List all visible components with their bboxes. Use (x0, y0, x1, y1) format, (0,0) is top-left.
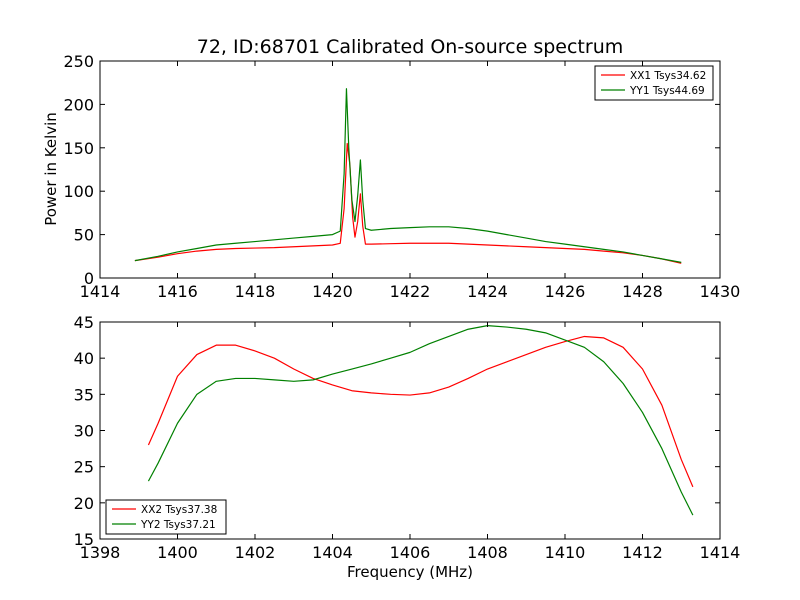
bottom-series-line-2 (147, 325, 694, 516)
bottom-legend-label-2: YY2 Tsys37.21 (140, 519, 216, 531)
bottom-x-tick-label: 1404 (312, 543, 353, 562)
bottom-panel: Frequency (MHz) 1398 1400 1402 1404 1406 1408… (74, 313, 741, 581)
bottom-y-tick-label: 25 (74, 458, 94, 477)
top-legend-label-2: YY1 Tsys44.69 (629, 85, 705, 97)
top-y-tick-label: 200 (63, 95, 94, 114)
top-x-tick-label: 1420 (312, 282, 353, 301)
bottom-y-tick-label: 15 (74, 530, 94, 549)
bottom-x-tick-label: 1408 (467, 543, 508, 562)
top-x-tick-label: 1416 (157, 282, 198, 301)
bottom-x-tick-label: 1398 (80, 543, 121, 562)
bottom-series-line-1 (147, 335, 694, 488)
top-x-tick-label: 1418 (235, 282, 276, 301)
top-x-tick-label: 1430 (700, 282, 741, 301)
bottom-y-tick-label: 40 (74, 349, 94, 368)
bottom-panel-xlabel: Frequency (MHz) (347, 563, 473, 581)
bottom-x-tick-label: 1402 (235, 543, 276, 562)
bottom-y-tick-label: 30 (74, 422, 94, 441)
top-x-tick-label: 1428 (622, 282, 663, 301)
figure-title: 72, ID:68701 Calibrated On-source spectr… (197, 36, 624, 58)
bottom-x-tick-label: 1412 (622, 543, 663, 562)
top-x-tick-label: 1414 (80, 282, 121, 301)
bottom-y-tick-label: 45 (74, 313, 94, 332)
top-panel: Power in Kelvin 1414 1416 1418 1420 1422 1424… (42, 52, 740, 301)
top-y-tick-label: 150 (63, 139, 94, 158)
top-x-tick-label: 1424 (467, 282, 508, 301)
top-legend-box (594, 65, 714, 101)
bottom-y-tick-label: 35 (74, 385, 94, 404)
top-x-tick-label: 1422 (390, 282, 431, 301)
top-series-line-2 (134, 88, 682, 263)
bottom-y-tick-label: 20 (74, 494, 94, 513)
bottom-x-tick-label: 1406 (390, 543, 431, 562)
top-legend: XX1 Tsys34.62 YY1 Tsys44.69 (594, 65, 714, 101)
top-y-tick-label: 50 (74, 226, 94, 245)
bottom-x-tick-label: 1414 (700, 543, 741, 562)
bottom-x-tick-label: 1400 (157, 543, 198, 562)
bottom-legend-label-1: XX2 Tsys37.38 (141, 504, 217, 516)
bottom-legend: XX2 Tsys37.38 YY2 Tsys37.21 (105, 499, 227, 535)
top-x-tick-label: 1426 (545, 282, 586, 301)
top-y-tick-label: 0 (84, 269, 94, 288)
top-panel-ylabel: Power in Kelvin (42, 112, 60, 226)
bottom-x-tick-label: 1410 (545, 543, 586, 562)
top-y-tick-label: 250 (63, 52, 94, 71)
top-legend-label-1: XX1 Tsys34.62 (630, 70, 706, 82)
top-series-line-1 (134, 142, 682, 264)
bottom-legend-box (105, 499, 227, 535)
top-y-tick-label: 100 (63, 182, 94, 201)
